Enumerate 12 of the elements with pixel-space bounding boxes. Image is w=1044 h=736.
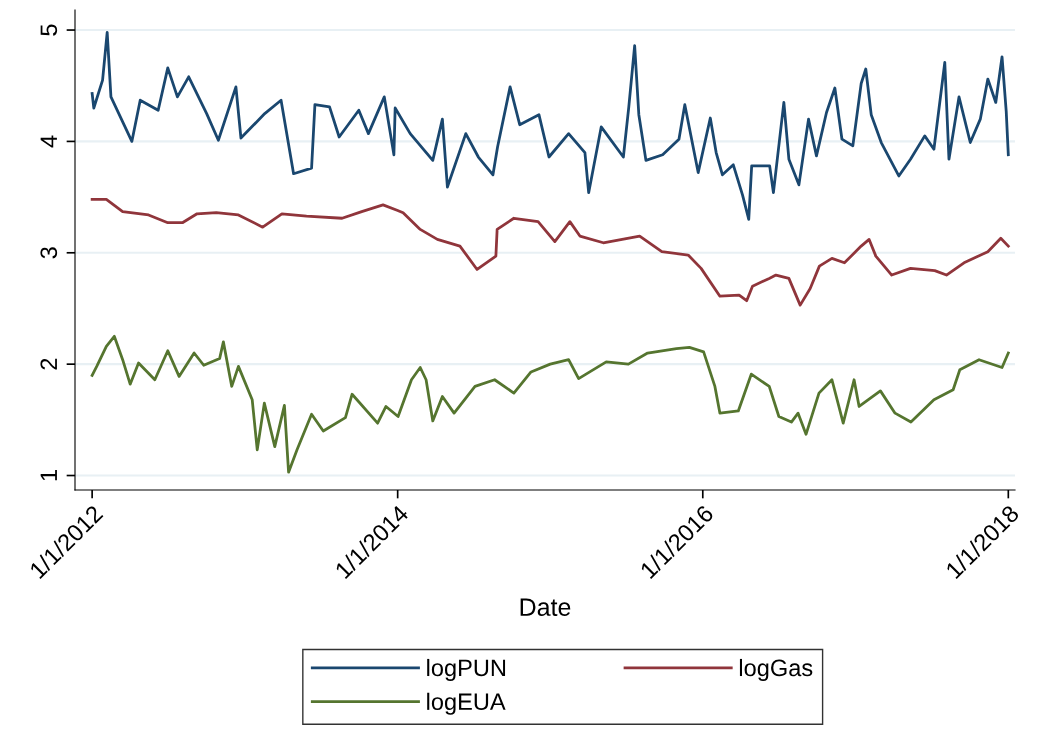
y-tick-label: 3: [40, 247, 58, 259]
y-tick-label: 5: [40, 24, 58, 36]
x-axis-title: Date: [520, 598, 571, 616]
legend-label: logGas: [739, 658, 813, 681]
line-series: [90, 334, 1010, 474]
line-series: [90, 30, 1010, 221]
y-tick-label: 1: [40, 470, 57, 481]
line-series: [90, 197, 1010, 307]
legend-label: logPUN: [427, 658, 506, 681]
y-tick-label: 4: [40, 135, 57, 148]
legend-label: logEUA: [427, 692, 506, 715]
y-tick-label: 2: [40, 358, 57, 370]
